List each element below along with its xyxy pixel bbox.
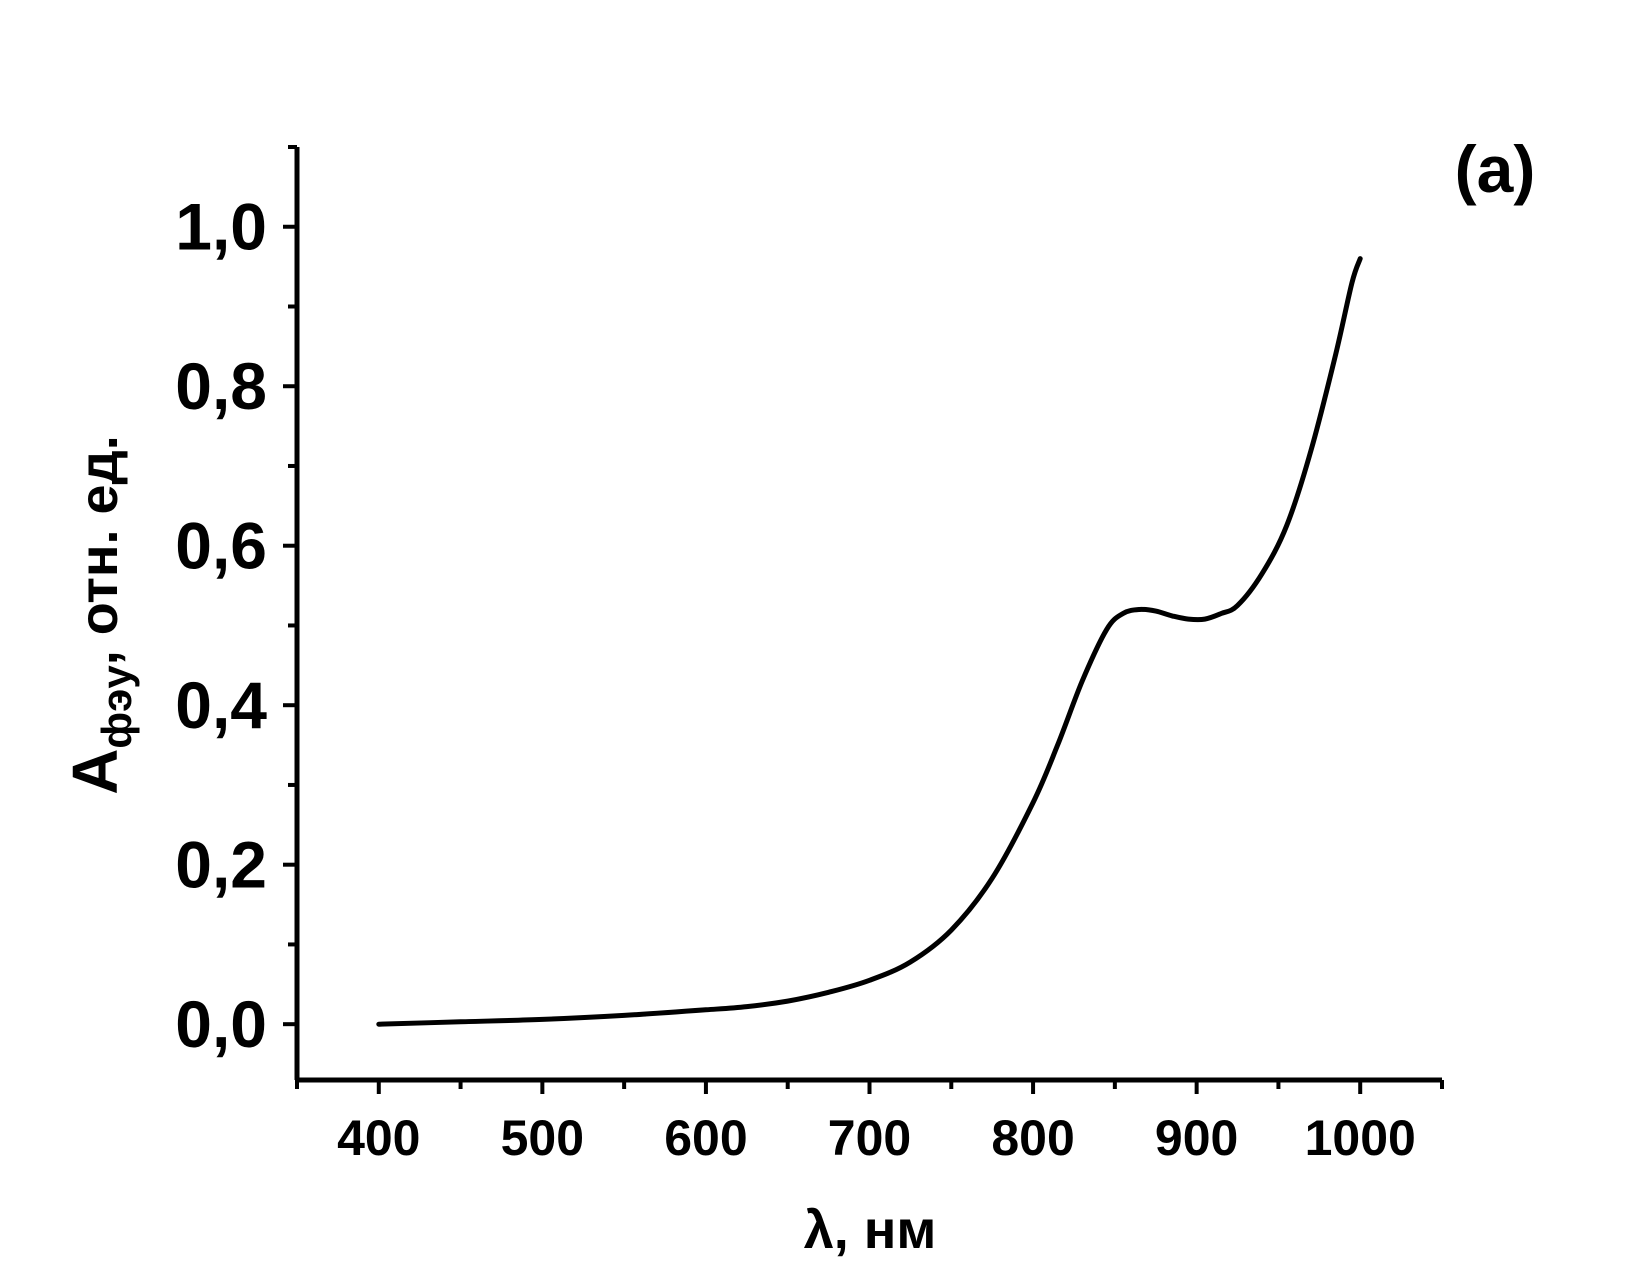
x-tick-label: 600 <box>664 1110 747 1166</box>
x-tick-label: 500 <box>501 1110 584 1166</box>
y-tick-label: 0,4 <box>175 668 267 742</box>
x-tick-label: 900 <box>1155 1110 1238 1166</box>
y-axis-title-suffix: , отн. ед. <box>69 435 129 665</box>
ticks: 400 500 600 700 800 900 1000 0,0 0,2 0,4 0,6 0,8 1,0 <box>175 145 1444 1166</box>
y-tick-label: 1,0 <box>175 190 267 264</box>
series-line <box>376 256 1363 1027</box>
x-axis-title: λ, нм <box>804 1200 937 1260</box>
y-tick-label: 0,0 <box>175 987 267 1061</box>
x-tick-label: 700 <box>828 1110 911 1166</box>
y-tick-label: 0,6 <box>175 509 267 583</box>
axes <box>294 147 1442 1083</box>
x-tick-label: 400 <box>337 1110 420 1166</box>
y-axis-title: Aфэу, отн. ед. <box>59 435 140 795</box>
series <box>376 256 1363 1027</box>
x-tick-label: 800 <box>991 1110 1074 1166</box>
y-tick-label: 0,2 <box>175 828 267 902</box>
x-tick-label: 1000 <box>1305 1110 1416 1166</box>
y-axis-title-main: A <box>59 749 131 795</box>
y-tick-label: 0,8 <box>175 349 267 423</box>
panel-label: (a) <box>1455 132 1536 206</box>
y-axis-title-subscript: фэу <box>93 665 140 749</box>
